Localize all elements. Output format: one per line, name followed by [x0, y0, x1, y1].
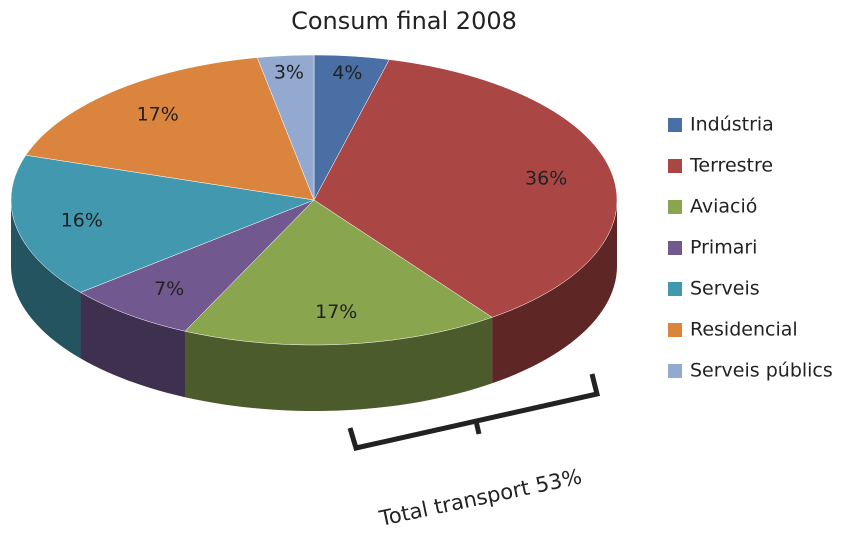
- slice: [184, 199, 493, 346]
- legend-swatch: [668, 159, 682, 173]
- slice: [10, 154, 315, 293]
- legend-swatch: [668, 241, 682, 255]
- legend-swatch: [668, 282, 682, 296]
- annotation: Total transport 53%: [376, 464, 584, 531]
- slice: [313, 59, 618, 318]
- data-label: 16%: [61, 210, 103, 232]
- legend-swatch: [668, 200, 682, 214]
- legend-label: Serveis públics: [690, 360, 833, 382]
- legend-label: Terrestre: [689, 155, 773, 177]
- legend-label: Aviació: [690, 196, 757, 218]
- slice-side: [11, 200, 81, 359]
- legend-label: Serveis: [690, 278, 760, 300]
- data-label: 36%: [525, 167, 567, 189]
- chart-title: Consum final 2008: [291, 7, 517, 35]
- slice-side: [80, 292, 185, 398]
- legend-label: Primari: [690, 237, 757, 259]
- data-label: 17%: [315, 301, 357, 323]
- legend-swatch: [668, 323, 682, 337]
- slice-side: [184, 317, 493, 411]
- legend-swatch: [668, 118, 682, 132]
- slice-side: [492, 200, 617, 384]
- slice: [25, 57, 315, 201]
- bracket: [347, 373, 601, 451]
- slice: [313, 54, 390, 201]
- slice: [256, 54, 315, 201]
- data-label: 3%: [274, 61, 304, 83]
- legend-label: Residencial: [690, 319, 798, 341]
- data-label: 7%: [154, 278, 184, 300]
- data-label: 17%: [137, 104, 179, 126]
- data-label: 4%: [332, 62, 362, 84]
- slice: [79, 199, 315, 332]
- legend-label: Indústria: [690, 114, 774, 136]
- legend-swatch: [668, 364, 682, 378]
